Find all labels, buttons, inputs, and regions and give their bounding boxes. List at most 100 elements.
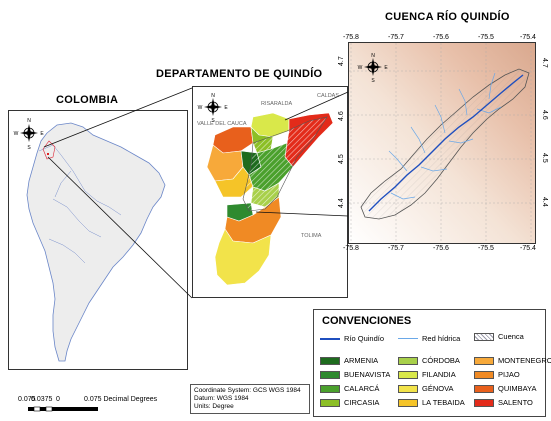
legend-item: BUENAVISTA <box>320 370 390 379</box>
legend-line-label: Cuenca <box>498 332 524 341</box>
swatch-icon <box>320 356 340 365</box>
legend-item-label: GÉNOVA <box>422 384 454 393</box>
municipality-quimbaya <box>212 126 254 154</box>
stream-line-icon <box>398 338 418 339</box>
label-valle: VALLE DEL CAUCA <box>197 121 247 127</box>
swatch-icon <box>474 398 494 407</box>
east-label: E <box>40 131 44 137</box>
legend-item-label: FILANDIA <box>422 370 456 379</box>
legend-title: CONVENCIONES <box>322 315 412 327</box>
label-caldas: CALDAS <box>317 93 339 99</box>
cuenca-outline <box>360 68 530 220</box>
legend-item-label: SALENTO <box>498 398 533 407</box>
title-colombia: COLOMBIA <box>56 94 119 106</box>
south-label: S <box>211 118 215 124</box>
units: Units: Degree <box>194 403 234 410</box>
south-america-map: N S W E <box>14 118 166 362</box>
legend-item: CIRCASIA <box>320 398 379 407</box>
north-label: N <box>211 93 215 99</box>
east-label: E <box>384 65 388 71</box>
legend-item: GÉNOVA <box>398 384 454 393</box>
north-label: N <box>371 53 375 59</box>
y-tick-right: 4.7 <box>541 58 548 68</box>
y-tick-left: 4.4 <box>338 198 345 208</box>
east-label: E <box>224 105 228 111</box>
legend-line-label: Red hídrica <box>422 334 461 343</box>
hatch-icon <box>474 332 494 341</box>
swatch-icon <box>474 370 494 379</box>
x-tick-bottom: -75.7 <box>388 245 404 252</box>
legend-item: ARMENIA <box>320 356 378 365</box>
north-arrow-quindio: N S W E <box>198 93 229 124</box>
y-tick-right: 4.5 <box>541 153 548 163</box>
swatch-icon <box>320 384 340 393</box>
legend-item-label: CALARCÁ <box>344 384 380 393</box>
west-label: W <box>198 105 203 111</box>
quindio-map: RISARALDA CALDAS VALLE DEL CAUCA TOLIMA … <box>197 93 339 286</box>
title-quindio: DEPARTAMENTO DE QUINDÍO <box>156 68 323 80</box>
legend-item: PIJAO <box>474 370 520 379</box>
x-tick-top: -75.7 <box>388 34 404 41</box>
south-label: S <box>371 78 375 84</box>
scale-label-mid: 0.0375 <box>31 396 53 403</box>
legend-item: MONTENEGRO <box>474 356 551 365</box>
legend-item-label: QUIMBAYA <box>498 384 537 393</box>
legend-item: FILANDIA <box>398 370 456 379</box>
north-arrow-colombia: N S W E <box>14 118 45 151</box>
legend-item-label: ARMENIA <box>344 356 379 365</box>
legend-item-label: BUENAVISTA <box>344 370 391 379</box>
red-hidrica <box>388 72 502 200</box>
quindio-map-frame: RISARALDA CALDAS VALLE DEL CAUCA TOLIMA … <box>192 86 348 298</box>
legend-item: LA TEBAIDA <box>398 398 465 407</box>
scale-label-zero: 0 <box>56 396 60 403</box>
swatch-icon <box>320 370 340 379</box>
y-tick-right: 4.4 <box>541 197 548 207</box>
x-tick-top: -75.8 <box>343 34 359 41</box>
legend-item: CALARCÁ <box>320 384 379 393</box>
cuenca-map: N S W E <box>349 43 535 243</box>
rio-quindio <box>368 74 524 212</box>
legend-item-label: PIJAO <box>498 370 520 379</box>
legend-item-label: MONTENEGRO <box>498 356 551 365</box>
datum: Datum: WGS 1984 <box>194 395 249 402</box>
legend-line-label: Río Quindío <box>344 334 385 343</box>
swatch-icon <box>474 384 494 393</box>
x-tick-bottom: -75.6 <box>433 245 449 252</box>
x-tick-bottom: -75.8 <box>343 245 359 252</box>
north-label: N <box>27 118 31 124</box>
municipality-genova <box>214 228 272 286</box>
scale-bar: 0.075 0.0375 0 0.075 Decimal Degrees <box>18 396 188 416</box>
swatch-icon <box>398 370 418 379</box>
x-tick-top: -75.5 <box>478 34 494 41</box>
river-line-icon <box>320 337 340 340</box>
x-tick-top: -75.4 <box>520 34 536 41</box>
legend-line-cuenca: Cuenca <box>474 332 524 341</box>
x-tick-bottom: -75.4 <box>520 245 536 252</box>
y-tick-left: 4.6 <box>338 111 345 121</box>
legend-item-label: LA TEBAIDA <box>422 398 465 407</box>
x-tick-top: -75.6 <box>433 34 449 41</box>
coordinate-info: Coordinate System: GCS WGS 1984 Datum: W… <box>190 384 310 414</box>
y-tick-left: 4.7 <box>338 56 345 66</box>
y-tick-right: 4.6 <box>541 110 548 120</box>
y-tick-left: 4.5 <box>338 154 345 164</box>
title-cuenca: CUENCA RÍO QUINDÍO <box>385 11 510 23</box>
legend-line-rio: Río Quindío <box>320 334 384 343</box>
legend: CONVENCIONES Río Quindío Red hídrica Cue… <box>313 309 551 417</box>
x-tick-bottom: -75.5 <box>478 245 494 252</box>
legend-item: QUIMBAYA <box>474 384 536 393</box>
legend-item: CÓRDOBA <box>398 356 460 365</box>
scale-bar-graphic <box>28 406 98 412</box>
swatch-icon <box>398 384 418 393</box>
west-label: W <box>14 131 19 137</box>
label-tolima: TOLIMA <box>301 233 322 239</box>
north-arrow-cuenca: N S W E <box>358 53 389 84</box>
swatch-icon <box>398 398 418 407</box>
label-risaralda: RISARALDA <box>261 101 293 107</box>
west-label: W <box>358 65 363 71</box>
legend-item-label: CIRCASIA <box>344 398 380 407</box>
cuenca-map-frame: N S W E <box>348 42 536 244</box>
swatch-icon <box>320 398 340 407</box>
scale-label-left: 0.075 <box>18 396 36 403</box>
legend-item-label: CÓRDOBA <box>422 356 460 365</box>
